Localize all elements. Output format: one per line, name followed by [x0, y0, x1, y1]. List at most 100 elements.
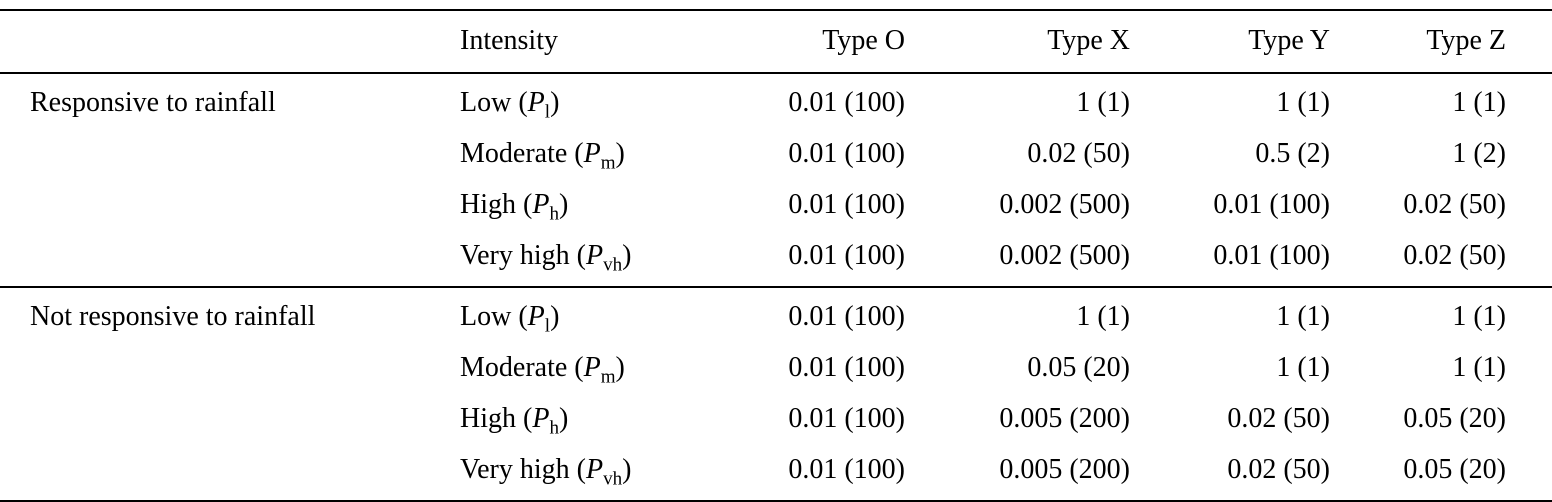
value-cell: 1 (1): [1076, 301, 1130, 332]
intensity-prefix: Moderate (: [460, 138, 584, 169]
intensity-suffix: ): [558, 403, 569, 434]
intensity-prefix: Low (: [460, 87, 528, 118]
intensity-cell: Moderate (Pm): [460, 343, 760, 394]
intensity-cell: Low (Pl): [460, 73, 760, 129]
probability-table: Intensity Type O Type X Type Y Type Z Re…: [0, 9, 1552, 502]
row-group: Not responsive to rainfall Low (Pl) 0.01 (…: [0, 287, 1552, 501]
value-cell: 0.05 (20): [1403, 403, 1506, 434]
probability-symbol: P: [532, 403, 550, 434]
probability-subscript: vh: [603, 468, 623, 490]
intensity-prefix: Very high (: [460, 240, 586, 271]
intensity-prefix: High (: [460, 403, 533, 434]
intensity-cell: Very high (Pvh): [460, 231, 760, 287]
table-row: Moderate (Pm) 0.01 (100) 0.02 (50) 0.5 (2) 1…: [0, 129, 1552, 180]
row-group-label: [0, 343, 460, 394]
column-header-type-y: Type Y: [1248, 25, 1330, 56]
value-cell: 1 (1): [1276, 352, 1330, 383]
value-cell: 0.002 (500): [999, 189, 1130, 220]
row-group-label: [0, 394, 460, 445]
probability-symbol: P: [583, 352, 601, 383]
value-cell: 0.5 (2): [1255, 138, 1330, 169]
value-cell: 0.01 (100): [1213, 189, 1330, 220]
intensity-suffix: ): [550, 301, 560, 332]
value-cell: 1 (1): [1452, 301, 1506, 332]
value-cell: 0.005 (200): [999, 454, 1130, 485]
value-cell: 0.01 (100): [788, 189, 905, 220]
value-cell: 0.002 (500): [999, 240, 1130, 271]
column-header-type-o: Type O: [822, 25, 905, 56]
probability-subscript: l: [544, 315, 551, 337]
value-cell: 1 (1): [1276, 301, 1330, 332]
table-row: Very high (Pvh) 0.01 (100) 0.002 (500) 0.01…: [0, 231, 1552, 287]
column-header-type-z: Type Z: [1426, 25, 1506, 56]
probability-symbol: P: [527, 87, 545, 118]
probability-subscript: m: [600, 152, 616, 174]
probability-subscript: h: [549, 417, 559, 439]
value-cell: 1 (2): [1452, 138, 1506, 169]
intensity-cell: High (Ph): [460, 180, 760, 231]
value-cell: 1 (1): [1452, 352, 1506, 383]
probability-symbol: P: [527, 301, 545, 332]
intensity-suffix: ): [615, 138, 625, 169]
table-header: Intensity Type O Type X Type Y Type Z: [0, 10, 1552, 73]
value-cell: 0.02 (50): [1227, 403, 1330, 434]
intensity-suffix: ): [622, 454, 632, 485]
table-row: High (Ph) 0.01 (100) 0.002 (500) 0.01 (100)…: [0, 180, 1552, 231]
intensity-prefix: Moderate (: [460, 352, 584, 383]
intensity-cell: High (Ph): [460, 394, 760, 445]
intensity-suffix: ): [622, 240, 632, 271]
row-group-label: Not responsive to rainfall: [30, 301, 316, 332]
value-cell: 0.02 (50): [1403, 240, 1506, 271]
header-row: Intensity Type O Type X Type Y Type Z: [0, 10, 1552, 73]
value-cell: 0.01 (100): [788, 87, 905, 118]
column-header-group: [0, 10, 460, 73]
value-cell: 0.05 (20): [1027, 352, 1130, 383]
intensity-prefix: High (: [460, 189, 533, 220]
value-cell: 0.01 (100): [788, 138, 905, 169]
row-group-label: [0, 180, 460, 231]
probability-symbol: P: [585, 240, 604, 271]
intensity-suffix: ): [550, 87, 560, 118]
value-cell: 1 (1): [1276, 87, 1330, 118]
intensity-suffix: ): [615, 352, 625, 383]
intensity-cell: Moderate (Pm): [460, 129, 760, 180]
row-group-label: [0, 231, 460, 287]
probability-subscript: vh: [603, 254, 623, 276]
probability-subscript: h: [549, 203, 559, 225]
probability-symbol: P: [532, 189, 550, 220]
value-cell: 0.01 (100): [788, 301, 905, 332]
value-cell: 0.05 (20): [1403, 454, 1506, 485]
probability-subscript: m: [600, 366, 616, 388]
value-cell: 0.02 (50): [1027, 138, 1130, 169]
probability-subscript: l: [544, 101, 551, 123]
intensity-suffix: ): [558, 189, 569, 220]
value-cell: 0.02 (50): [1403, 189, 1506, 220]
value-cell: 0.01 (100): [1213, 240, 1330, 271]
table-row: High (Ph) 0.01 (100) 0.005 (200) 0.02 (50) 0…: [0, 394, 1552, 445]
row-group-label: [0, 445, 460, 501]
intensity-cell: Very high (Pvh): [460, 445, 760, 501]
column-header-intensity: Intensity: [460, 25, 558, 56]
value-cell: 1 (1): [1452, 87, 1506, 118]
value-cell: 0.01 (100): [788, 403, 905, 434]
column-header-type-x: Type X: [1047, 25, 1130, 56]
value-cell: 1 (1): [1076, 87, 1130, 118]
table-row: Moderate (Pm) 0.01 (100) 0.05 (20) 1 (1) 1 (…: [0, 343, 1552, 394]
value-cell: 0.01 (100): [788, 240, 905, 271]
value-cell: 0.02 (50): [1227, 454, 1330, 485]
probability-symbol: P: [583, 138, 601, 169]
table-row: Responsive to rainfall Low (Pl) 0.01 (100)…: [0, 73, 1552, 129]
intensity-cell: Low (Pl): [460, 287, 760, 343]
table-row: Not responsive to rainfall Low (Pl) 0.01 (…: [0, 287, 1552, 343]
row-group-label: [0, 129, 460, 180]
value-cell: 0.01 (100): [788, 454, 905, 485]
value-cell: 0.005 (200): [999, 403, 1130, 434]
intensity-prefix: Low (: [460, 301, 528, 332]
row-group-label: Responsive to rainfall: [30, 87, 276, 118]
row-group: Responsive to rainfall Low (Pl) 0.01 (100)…: [0, 73, 1552, 287]
table-row: Very high (Pvh) 0.01 (100) 0.005 (200) 0.02…: [0, 445, 1552, 501]
probability-symbol: P: [585, 454, 604, 485]
intensity-prefix: Very high (: [460, 454, 586, 485]
value-cell: 0.01 (100): [788, 352, 905, 383]
